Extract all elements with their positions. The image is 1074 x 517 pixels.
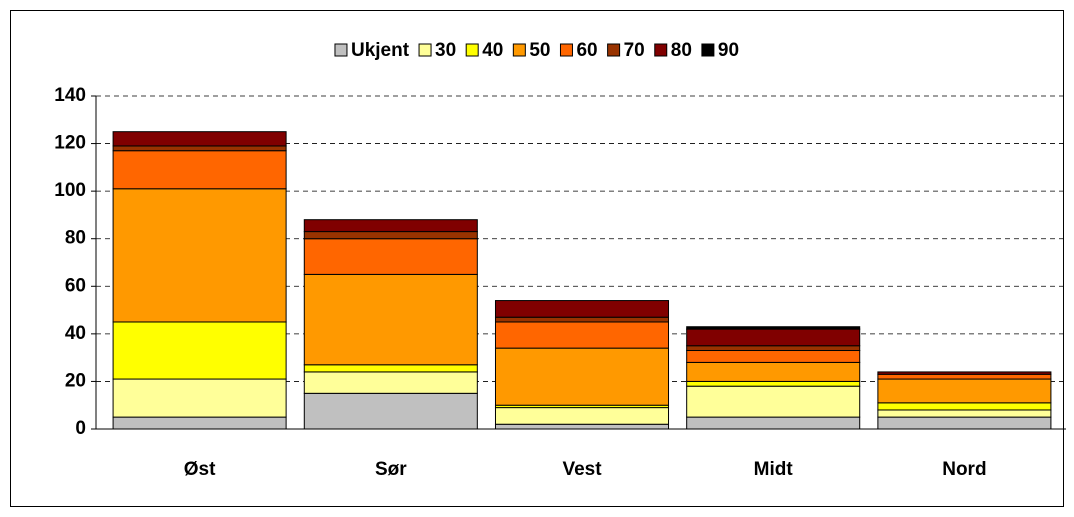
bar-segment (877, 378, 1052, 404)
bar-segment (686, 345, 861, 352)
legend-label: 60 (576, 40, 597, 61)
legend-label: 70 (624, 40, 645, 61)
bar-segment (303, 231, 478, 240)
bar-segment (494, 321, 670, 349)
legend-swatch (418, 43, 432, 57)
bar-segment (686, 361, 861, 382)
bar-segment (877, 371, 1052, 375)
bar-segment (303, 238, 478, 275)
y-tick-label: 0 (75, 418, 86, 439)
y-tick-label: 100 (54, 180, 86, 201)
bar-segment (877, 409, 1052, 418)
legend-swatch (465, 43, 479, 57)
bar-segment (112, 378, 287, 418)
legend-label: 90 (718, 40, 739, 61)
y-tick-label: 120 (54, 133, 86, 154)
bar-segment (303, 371, 478, 394)
y-tick-label: 60 (65, 275, 86, 296)
y-tick-label: 20 (65, 370, 86, 391)
bar-segment (877, 373, 1052, 380)
bar-segment (112, 188, 287, 323)
bar-segment (112, 145, 287, 152)
legend-label: 80 (671, 40, 692, 61)
bar-segment (686, 328, 861, 347)
bar-segment (686, 326, 861, 330)
bar-segment (112, 150, 287, 190)
y-tick-label: 80 (65, 228, 86, 249)
bar-segment (494, 423, 670, 430)
bar-segment (112, 321, 287, 380)
x-tick-label: Vest (562, 459, 602, 480)
bar-segment (112, 131, 287, 147)
bar-segment (112, 416, 287, 430)
bar-segment (686, 380, 861, 387)
bar-segment (494, 407, 670, 425)
bar-segment (303, 273, 478, 366)
bar-segment (494, 316, 670, 323)
legend-swatch (512, 43, 526, 57)
legend-swatch (654, 43, 668, 57)
legend-swatch (334, 43, 348, 57)
bar-segment (494, 347, 670, 406)
legend-swatch (559, 43, 573, 57)
legend-swatch (701, 43, 715, 57)
bar-segment (303, 219, 478, 233)
bar-segment (303, 364, 478, 373)
x-tick-label: Øst (184, 459, 216, 480)
y-tick-label: 40 (65, 323, 86, 344)
bar-segment (303, 392, 478, 430)
y-tick-label: 140 (54, 85, 86, 106)
bar-segment (686, 416, 861, 430)
bar-segment (686, 350, 861, 363)
x-tick-label: Nord (942, 459, 986, 480)
legend-swatch (607, 43, 621, 57)
bar-segment (877, 416, 1052, 430)
legend-label: Ukjent (351, 40, 410, 61)
x-tick-label: Midt (754, 459, 794, 480)
bar-segment (686, 385, 861, 418)
legend-label: 30 (435, 40, 456, 61)
legend-label: 40 (482, 40, 503, 61)
legend-label: 50 (529, 40, 550, 61)
x-tick-label: Sør (375, 459, 407, 480)
bar-segment (494, 300, 670, 318)
bar-segment (877, 402, 1052, 411)
